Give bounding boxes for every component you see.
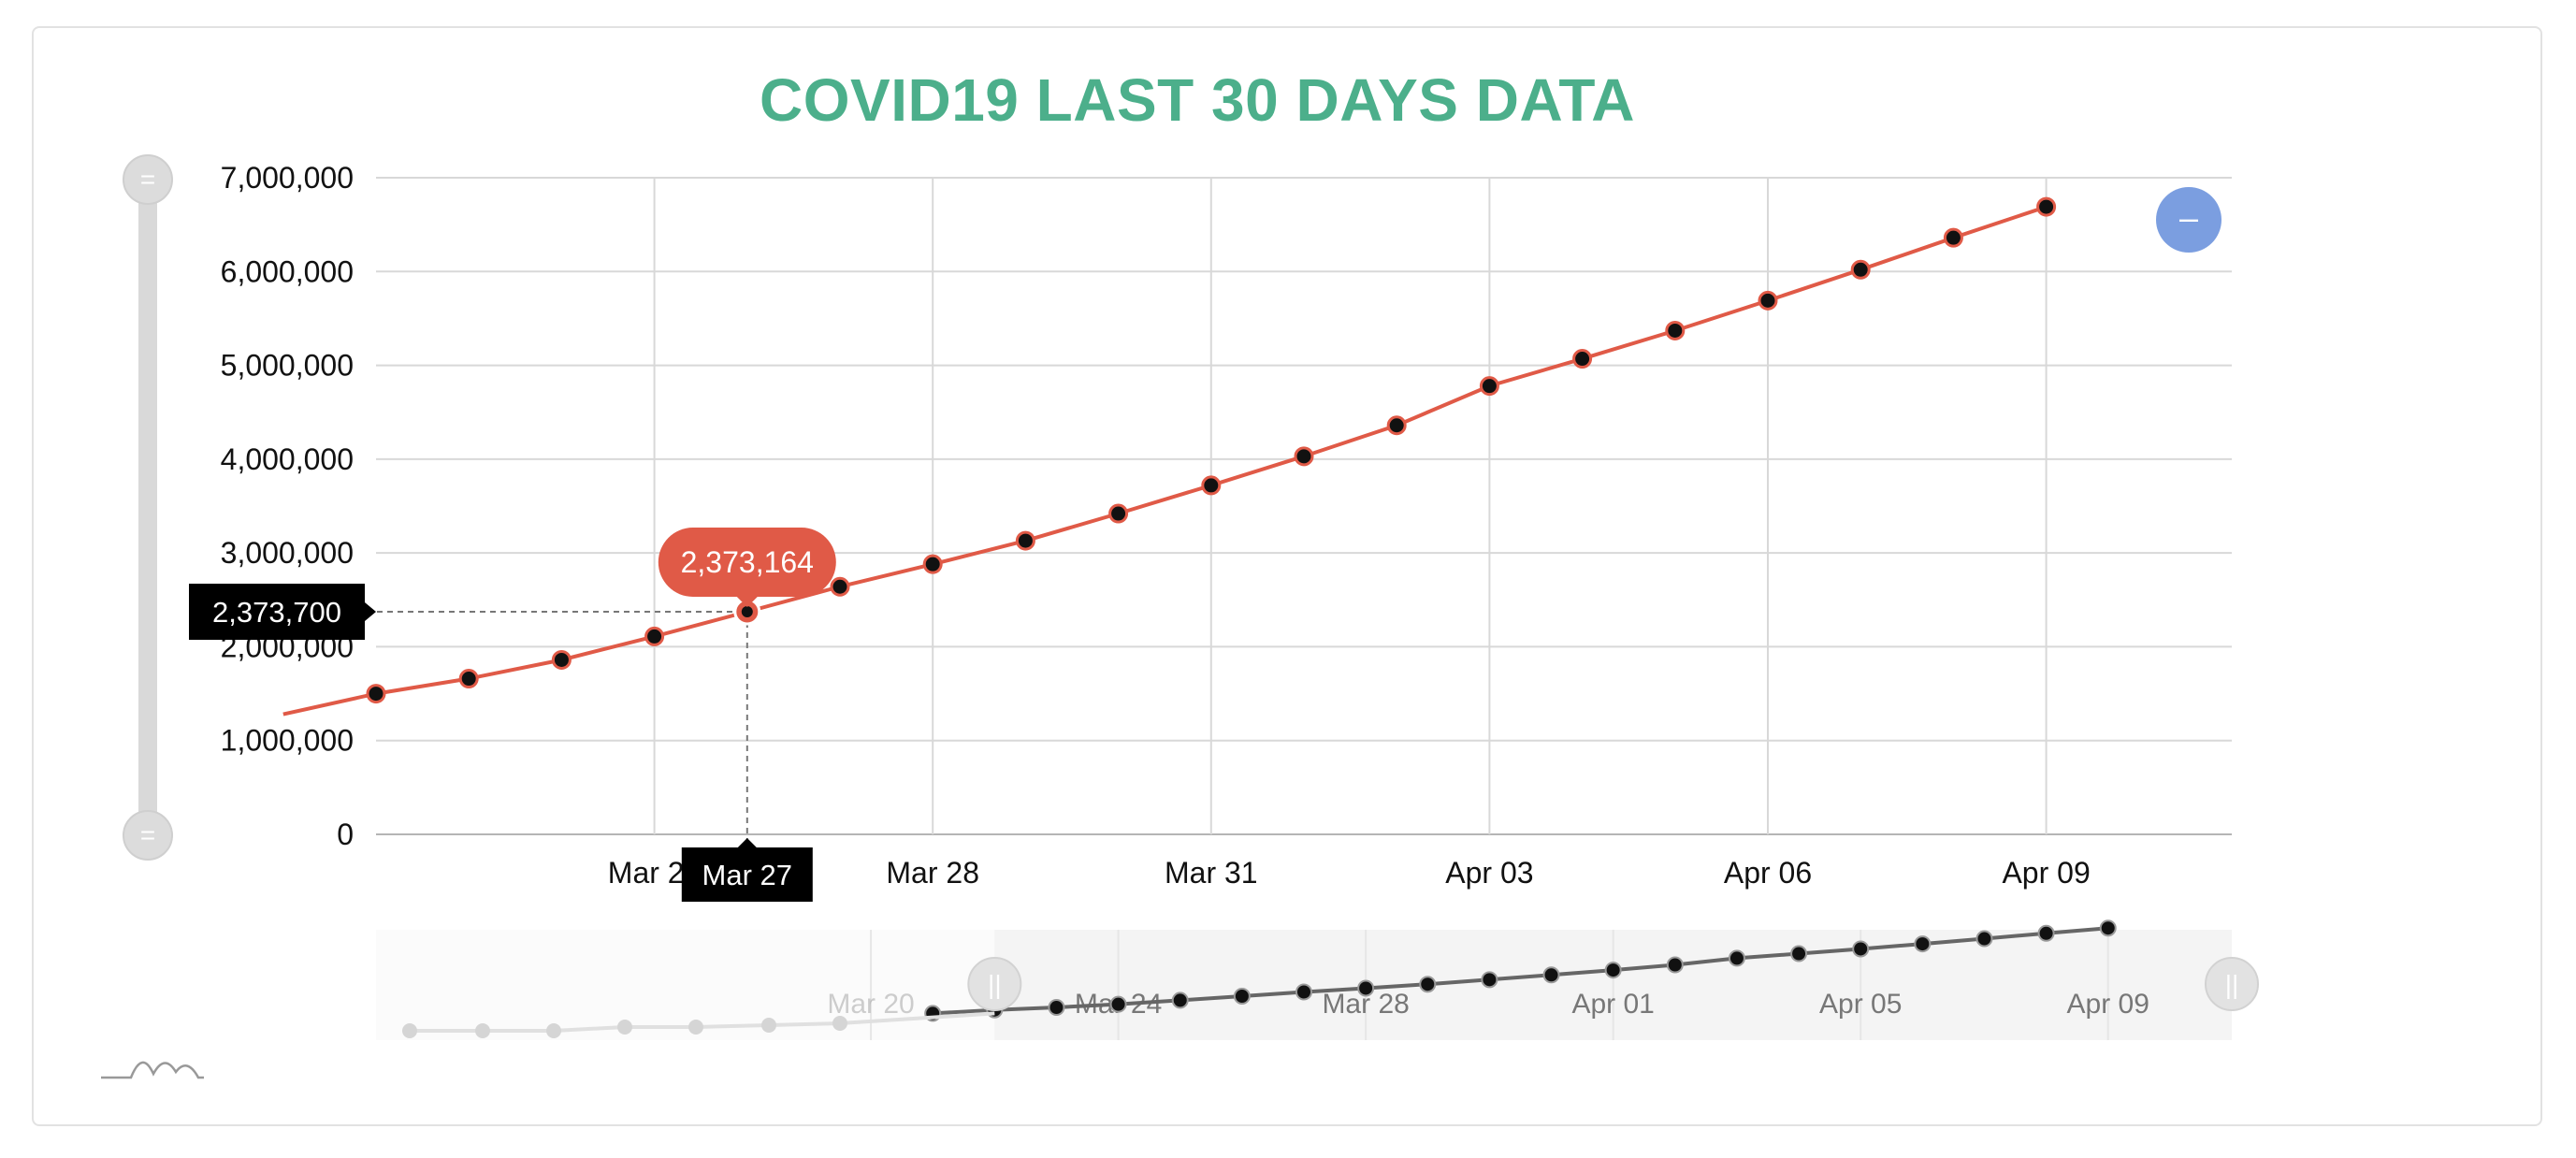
tooltip-pointer	[735, 596, 759, 608]
data-point[interactable]	[1386, 415, 1407, 436]
data-point[interactable]	[922, 554, 943, 574]
navigator-point	[1914, 935, 1932, 953]
series-group[interactable]	[282, 196, 2057, 717]
hover-point-center	[741, 606, 753, 618]
navigator-series-line	[933, 926, 2108, 1016]
navigator-handle-left[interactable]	[967, 957, 1022, 1011]
chart-title: COVID19 LAST 30 DAYS DATA	[760, 66, 1635, 134]
data-point[interactable]	[551, 649, 572, 670]
scrollbar-track[interactable]	[138, 180, 157, 834]
chart-logo-icon	[101, 1061, 204, 1079]
x-tick-label: Mar 31	[1165, 856, 1258, 890]
data-point[interactable]	[2036, 196, 2057, 217]
series-line[interactable]	[282, 205, 2048, 717]
navigator-faded-point	[832, 1016, 847, 1031]
data-point[interactable]	[458, 669, 479, 689]
navigator-point	[2099, 919, 2117, 937]
data-point[interactable]	[1850, 259, 1871, 280]
tooltip: 2,373,164 2,373,700 Mar 27	[189, 528, 836, 902]
data-point[interactable]	[1572, 349, 1593, 369]
navigator-point	[1852, 940, 1870, 958]
navigator-outside-range	[376, 930, 995, 1040]
data-point[interactable]	[830, 576, 850, 597]
scroll-grip-label: =	[140, 165, 155, 194]
x-tick-label: Apr 09	[2002, 856, 2090, 890]
scroll-grip-top[interactable]	[123, 154, 173, 205]
scroll-grip-bottom[interactable]	[123, 810, 173, 861]
y-tick-label: 0	[337, 818, 354, 851]
y-tick-label: 4,000,000	[221, 442, 354, 476]
y-axis-badge-label: 2,373,700	[212, 596, 341, 629]
zoom-reset-button[interactable]: –	[2156, 187, 2221, 253]
navigator-point	[1481, 971, 1498, 989]
navigator[interactable]: Mar 20 Mar 24 Mar 28 Apr 01 Apr 05 Apr 09|| ||	[376, 919, 2259, 1040]
navigator-tick-label: Mar 20	[827, 989, 914, 1020]
x-tick-label: Apr 06	[1724, 856, 1812, 890]
data-point[interactable]	[1758, 290, 1778, 311]
x-tick-label: Apr 03	[1445, 856, 1533, 890]
navigator-handle-grip: ||	[988, 970, 1002, 999]
navigator-point	[1790, 945, 1808, 963]
navigator-point	[1542, 966, 1560, 984]
tooltip-bubble	[658, 528, 836, 598]
data-point[interactable]	[366, 684, 386, 704]
navigator-point	[1975, 930, 1993, 948]
y-tick-label: 6,000,000	[221, 254, 354, 288]
navigator-tick-label: Apr 01	[1571, 989, 1654, 1020]
navigator-point	[2037, 924, 2055, 942]
navigator-faded-point	[475, 1023, 490, 1038]
data-point[interactable]	[644, 626, 665, 646]
y-axis-badge	[189, 584, 365, 641]
y-tick-label: 5,000,000	[221, 349, 354, 383]
y-axis: 01,000,0002,000,0003,000,0004,000,0005,0…	[221, 161, 354, 851]
navigator-faded-line	[410, 1011, 995, 1033]
navigator-point	[1419, 976, 1437, 993]
data-point[interactable]	[1294, 446, 1314, 467]
x-axis-badge-arrow	[735, 838, 759, 849]
zoom-reset-label[interactable]: –	[2179, 198, 2198, 237]
x-axis: Mar 25 Mar 28 Mar 31 Apr 03 Apr 06 Apr 09	[608, 856, 2091, 890]
navigator-point	[1357, 979, 1375, 997]
navigator-faded-point	[546, 1023, 561, 1038]
data-point[interactable]	[1108, 503, 1129, 524]
data-point[interactable]	[1015, 530, 1035, 551]
navigator-point	[1666, 956, 1684, 974]
scroll-grip-label: =	[140, 820, 155, 849]
navigator-point	[1048, 999, 1065, 1017]
data-point[interactable]	[1943, 227, 1963, 248]
navigator-point	[1728, 949, 1745, 967]
navigator-faded-point	[402, 1023, 417, 1038]
x-axis-badge-label: Mar 27	[702, 859, 792, 891]
navigator-handle-right[interactable]	[2205, 957, 2259, 1011]
crosshair	[367, 598, 761, 842]
x-tick-label: Mar 28	[886, 856, 979, 890]
navigator-faded-point	[617, 1020, 632, 1035]
data-point[interactable]	[1479, 376, 1499, 397]
navigator-faded-point	[761, 1018, 776, 1033]
zoom-reset-circle[interactable]	[2156, 187, 2221, 253]
data-point[interactable]	[1201, 475, 1222, 496]
y-tick-label: 1,000,000	[221, 724, 354, 758]
navigator-handle-grip: ||	[2225, 970, 2239, 999]
navigator-tick-label: Apr 05	[1819, 989, 1902, 1020]
data-point[interactable]	[1665, 320, 1686, 340]
tooltip-value: 2,373,164	[681, 545, 814, 579]
grid-lines	[376, 177, 2232, 835]
y-tick-label: 3,000,000	[221, 536, 354, 570]
y-axis-badge-arrow	[365, 602, 376, 622]
navigator-point	[1171, 992, 1189, 1009]
navigator-point	[1604, 962, 1622, 979]
navigator-point	[1233, 987, 1251, 1005]
x-axis-badge	[681, 847, 813, 902]
navigator-point	[1109, 995, 1127, 1013]
chart-logo	[101, 1061, 204, 1079]
vertical-scrollbar[interactable]: ==	[123, 154, 173, 861]
navigator-faded-point	[688, 1020, 703, 1035]
y-tick-label: 7,000,000	[221, 161, 354, 195]
navigator-point	[1295, 983, 1312, 1001]
navigator-tick-label: Apr 09	[2067, 989, 2149, 1020]
